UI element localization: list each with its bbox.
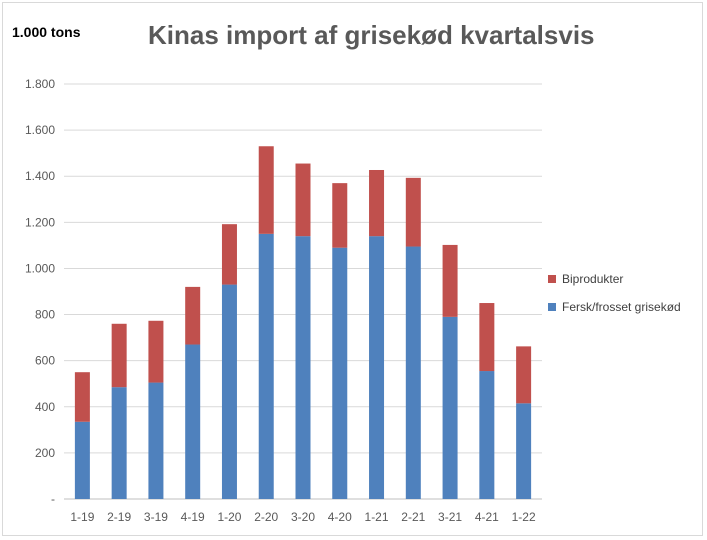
legend-item-biprodukter: Biprodukter <box>548 270 681 288</box>
bar-segment-fersk-frosset <box>295 236 311 499</box>
bar-segment-biprodukter <box>332 183 348 248</box>
bar-segment-fersk-frosset <box>516 403 532 499</box>
x-tick-label: 1-22 <box>512 510 536 524</box>
y-tick-label: 600 <box>35 354 55 368</box>
x-tick-label: 1-19 <box>70 510 94 524</box>
y-tick-label: 1.600 <box>25 123 55 137</box>
x-tick-label: 2-19 <box>107 510 131 524</box>
bar-segment-fersk-frosset <box>442 316 458 499</box>
bar-segment-biprodukter <box>442 244 458 317</box>
bar-segment-biprodukter <box>479 303 495 372</box>
bar-segment-biprodukter <box>369 169 385 237</box>
x-tick-label: 3-21 <box>438 510 462 524</box>
y-tick-label: 800 <box>35 308 55 322</box>
legend-swatch-biprodukter <box>548 275 556 283</box>
x-tick-label: 4-20 <box>328 510 352 524</box>
bar-segment-biprodukter <box>221 224 237 285</box>
legend-label-fersk-frosset: Fersk/frosset grisekød <box>562 300 681 314</box>
x-tick-label: 2-21 <box>401 510 425 524</box>
bar-segment-fersk-frosset <box>221 284 237 499</box>
bar-segment-biprodukter <box>185 286 201 345</box>
legend: Biprodukter Fersk/frosset grisekød <box>548 270 681 326</box>
x-tick-label: 3-20 <box>291 510 315 524</box>
bar-segment-biprodukter <box>148 320 164 383</box>
chart-title: Kinas import af grisekød kvartalsvis <box>148 20 595 50</box>
bar-segment-biprodukter <box>111 323 127 388</box>
y-tick-label: 1.200 <box>25 215 55 229</box>
bar-segment-fersk-frosset <box>148 382 164 499</box>
bar-segment-fersk-frosset <box>111 387 127 499</box>
legend-label-biprodukter: Biprodukter <box>562 272 624 286</box>
y-tick-label: 400 <box>35 400 55 414</box>
bar-segment-biprodukter <box>405 177 421 247</box>
x-tick-label: 2-20 <box>254 510 278 524</box>
x-tick-label: 1-20 <box>217 510 241 524</box>
y-unit-label: 1.000 tons <box>12 24 81 40</box>
x-tick-label: 3-19 <box>144 510 168 524</box>
bar-segment-biprodukter <box>74 372 90 422</box>
bar-segment-fersk-frosset <box>258 233 274 499</box>
bar-segment-fersk-frosset <box>479 371 495 499</box>
legend-swatch-fersk-frosset <box>548 303 556 311</box>
legend-item-fersk-frosset: Fersk/frosset grisekød <box>548 298 681 316</box>
y-tick-label: 1.400 <box>25 169 55 183</box>
y-tick-label: 1.800 <box>25 77 55 91</box>
bar-segment-fersk-frosset <box>74 421 90 499</box>
y-tick-label: 1.000 <box>25 261 55 275</box>
x-tick-label: 4-21 <box>475 510 499 524</box>
bar-segment-fersk-frosset <box>405 246 421 499</box>
bar-segment-fersk-frosset <box>369 236 385 499</box>
x-tick-label: 4-19 <box>181 510 205 524</box>
bar-segment-fersk-frosset <box>332 247 348 499</box>
bar-segment-biprodukter <box>295 163 311 237</box>
y-tick-label: 200 <box>35 446 55 460</box>
bar-segment-fersk-frosset <box>185 344 201 499</box>
bar-segment-biprodukter <box>516 346 532 404</box>
y-tick-label: - <box>51 492 55 506</box>
x-tick-label: 1-21 <box>365 510 389 524</box>
bar-segment-biprodukter <box>258 146 274 234</box>
